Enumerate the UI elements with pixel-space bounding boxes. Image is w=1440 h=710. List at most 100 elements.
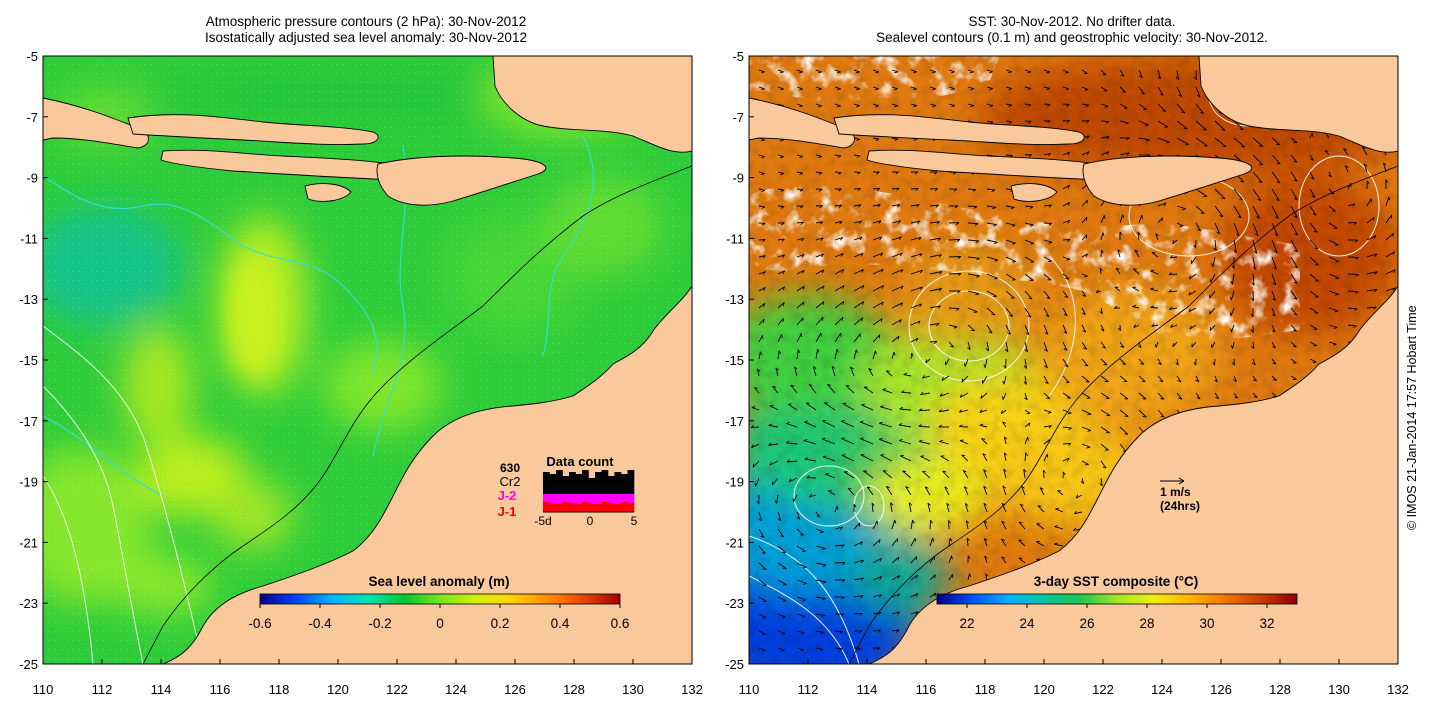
velocity-arrow — [815, 69, 822, 74]
velocity-arrow — [986, 290, 998, 298]
lon-tick-label: 124 — [445, 682, 467, 697]
velocity-arrow — [777, 596, 787, 602]
velocity-arrow — [815, 188, 823, 192]
velocity-arrow — [1290, 358, 1297, 364]
velocity-arrow — [1366, 288, 1378, 293]
velocity-arrow — [1119, 392, 1129, 400]
velocity-arrow — [1157, 409, 1165, 418]
velocity-arrow — [1385, 232, 1395, 241]
velocity-arrow — [1043, 425, 1052, 429]
lon-tick-label: 112 — [798, 682, 819, 697]
velocity-arrow — [1043, 239, 1053, 244]
velocity-arrow — [929, 537, 935, 547]
velocity-arrow — [769, 404, 779, 411]
velocity-arrow — [751, 406, 760, 411]
velocity-arrow — [863, 470, 874, 479]
lat-tick-label: -25 — [19, 657, 38, 672]
velocity-arrow — [946, 502, 950, 513]
velocity-arrow — [873, 171, 880, 175]
velocity-arrow — [853, 647, 862, 651]
velocity-arrow — [986, 273, 998, 280]
velocity-arrow — [1252, 222, 1259, 237]
colorbar-tick-label: 24 — [1019, 616, 1035, 631]
velocity-arrow — [1081, 307, 1086, 315]
velocity-arrow — [879, 421, 893, 428]
velocity-arrow — [777, 254, 786, 258]
velocity-arrow — [834, 103, 841, 108]
velocity-arrow — [1150, 287, 1159, 292]
velocity-arrow — [910, 269, 923, 275]
lat-tick-label: -19 — [19, 475, 38, 490]
velocity-arrow — [1062, 103, 1070, 107]
velocity-arrow — [1081, 324, 1087, 333]
velocity-arrow — [984, 573, 989, 581]
velocity-arrow — [777, 86, 784, 91]
velocity-arrow — [796, 269, 805, 275]
velocity-arrow — [898, 423, 912, 428]
velocity-arrow — [1271, 324, 1276, 333]
velocity-arrow — [796, 333, 803, 343]
velocity-arrow — [898, 438, 912, 445]
velocity-arrow — [786, 459, 798, 463]
count-bar-cr2 — [556, 470, 563, 494]
velocity-arrow — [983, 358, 988, 368]
velocity-arrow — [1309, 205, 1317, 216]
velocity-arrow — [1024, 205, 1034, 209]
lon-tick-label: 110 — [739, 682, 760, 697]
velocity-arrow — [979, 423, 988, 428]
velocity-arrow — [1081, 290, 1087, 297]
velocity-arrow — [1062, 201, 1071, 207]
velocity-arrow — [1001, 556, 1007, 564]
velocity-arrow — [775, 367, 779, 377]
velocity-arrow — [1157, 202, 1167, 207]
velocity-arrow — [1250, 290, 1254, 302]
velocity-arrow — [948, 238, 961, 242]
velocity-arrow — [1062, 324, 1068, 334]
lon-tick-label: 114 — [151, 682, 172, 697]
velocity-arrow — [1271, 188, 1280, 202]
lat-tick-label: -11 — [726, 231, 744, 246]
velocity-arrow — [815, 237, 824, 241]
count-bar-j2 — [627, 494, 635, 503]
velocity-arrow — [1157, 217, 1163, 224]
lat-tick-label: -15 — [725, 353, 744, 368]
velocity-arrow — [1024, 69, 1031, 74]
count-bar-j1 — [556, 504, 563, 512]
velocity-arrow — [1099, 477, 1103, 487]
velocity-arrow — [1290, 154, 1298, 163]
velocity-arrow — [910, 253, 923, 258]
velocity-arrow — [754, 477, 760, 487]
velocity-arrow — [1188, 273, 1197, 280]
velocity-arrow — [1347, 290, 1359, 294]
velocity-arrow — [910, 204, 920, 208]
velocity-arrow — [1081, 426, 1092, 432]
velocity-arrow — [986, 239, 998, 245]
velocity-arrow — [910, 519, 915, 530]
data-count-title: Data count — [546, 454, 614, 469]
velocity-arrow — [845, 384, 855, 394]
velocity-arrow — [1309, 222, 1318, 233]
velocity-arrow — [982, 453, 988, 462]
velocity-arrow — [1005, 324, 1011, 335]
velocity-arrow — [1024, 324, 1030, 336]
count-bar-cr2 — [601, 470, 609, 494]
velocity-arrow — [1005, 86, 1012, 91]
velocity-arrow — [1024, 307, 1032, 318]
velocity-arrow — [756, 368, 761, 377]
velocity-arrow — [885, 370, 893, 377]
velocity-arrow — [967, 324, 975, 332]
velocity-arrow — [910, 611, 919, 615]
count-bar-j2 — [569, 494, 576, 503]
velocity-arrow — [853, 595, 864, 599]
velocity-arrow — [1081, 86, 1089, 91]
velocity-arrow — [1214, 205, 1224, 218]
velocity-arrow — [1290, 239, 1299, 253]
velocity-arrow — [910, 103, 917, 108]
velocity-arrow — [1024, 452, 1028, 462]
velocity-arrow — [891, 236, 902, 241]
sst-colorbar-ticks: 22 24 26 28 30 32 — [959, 604, 1275, 631]
velocity-arrow — [1309, 239, 1319, 250]
velocity-arrow — [963, 486, 969, 496]
velocity-arrow — [902, 470, 912, 479]
